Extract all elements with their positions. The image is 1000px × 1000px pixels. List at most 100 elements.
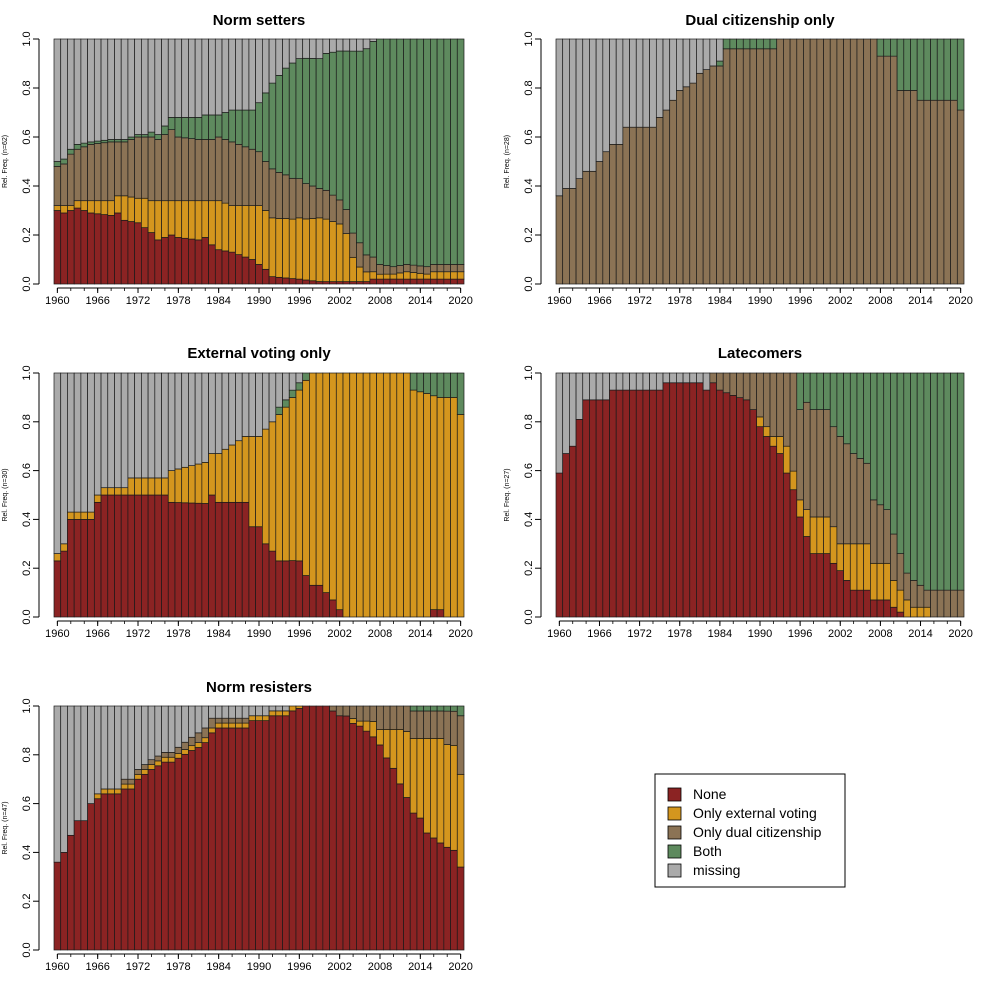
bar-dc-2001 <box>329 705 337 712</box>
bar-dc-2011 <box>896 553 905 591</box>
bar-none-2017 <box>436 609 445 618</box>
bar-none-1991 <box>262 268 270 285</box>
bar-dc-1984 <box>214 717 223 724</box>
bars <box>53 372 465 618</box>
bar-missing-1974 <box>649 38 657 128</box>
bar-none-1976 <box>161 237 169 285</box>
bar-ev-1966 <box>93 200 102 215</box>
bar-ev-1974 <box>147 477 156 496</box>
bar-none-1962 <box>569 445 577 618</box>
bar-dc-1977 <box>167 129 176 202</box>
bar-ev-1967 <box>100 487 109 496</box>
bar-missing-1960 <box>53 705 62 863</box>
bar-dc-1981 <box>696 72 704 285</box>
bar-none-1993 <box>776 453 784 618</box>
bar-missing-1975 <box>655 38 664 118</box>
bar-dc-1995 <box>789 372 798 472</box>
bar-missing-1973 <box>141 372 149 479</box>
bar-ev-2011 <box>896 589 905 613</box>
bar-missing-1966 <box>93 705 102 795</box>
bar-ev-2016 <box>430 738 438 839</box>
bar-ev-1967 <box>100 788 109 795</box>
bar-dc-2019 <box>950 99 958 285</box>
bar-dc-1969 <box>114 141 122 197</box>
bar-ev-1989 <box>248 205 256 260</box>
bar-missing-1967 <box>100 372 109 489</box>
legend: None Only external voting Only dual citize… <box>654 773 846 888</box>
bar-ev-2012 <box>403 271 411 280</box>
bar-both-1996 <box>796 372 804 410</box>
bar-none-1986 <box>729 395 737 618</box>
bar-none-1967 <box>100 793 109 951</box>
bar-ev-2015 <box>923 606 931 618</box>
bar-both-2018 <box>443 38 451 265</box>
y-tick-label: 0.0 <box>523 609 535 624</box>
bar-both-1962 <box>67 148 75 155</box>
bar-both-1968 <box>107 139 115 143</box>
bar-ev-1995 <box>288 705 297 712</box>
bar-ev-1977 <box>167 756 176 763</box>
bar-none-2003 <box>843 580 851 618</box>
y-tick-label: 0.8 <box>21 414 33 429</box>
bar-missing-1979 <box>682 372 691 384</box>
bar-missing-1971 <box>127 38 136 138</box>
y-tick-label: 1.0 <box>21 698 33 713</box>
bar-dc-1985 <box>722 48 731 285</box>
bar-dc-1987 <box>736 372 744 398</box>
bar-missing-1965 <box>87 372 95 513</box>
bar-both-2013 <box>910 38 918 91</box>
bar-missing-1993 <box>275 38 283 76</box>
bar-missing-1984 <box>716 38 724 62</box>
x-tick-label: 1984 <box>206 295 230 307</box>
bar-dc-1977 <box>167 752 176 758</box>
bar-none-2006 <box>362 281 371 285</box>
x-tick-label: 1966 <box>587 295 611 307</box>
bar-ev-1962 <box>67 205 75 211</box>
legend-label-dc: Only dual citizenship <box>693 824 822 840</box>
bar-none-1969 <box>114 494 122 618</box>
bar-dc-1961 <box>60 163 68 206</box>
bar-none-1974 <box>649 389 657 618</box>
bar-missing-2007 <box>369 38 377 42</box>
bar-both-1975 <box>154 134 162 140</box>
bar-missing-1984 <box>214 705 223 719</box>
bar-ev-2019 <box>450 744 458 851</box>
bar-both-1983 <box>208 114 216 140</box>
bar-ev-1989 <box>248 715 256 721</box>
bar-none-1987 <box>235 501 243 618</box>
bar-dc-1988 <box>241 146 250 206</box>
x-tick-label: 1984 <box>206 961 230 973</box>
bar-ev-2016 <box>430 271 438 280</box>
bar-dc-1964 <box>582 170 590 285</box>
x-tick-label: 1990 <box>247 961 271 973</box>
bar-both-2013 <box>910 372 918 581</box>
bar-missing-1978 <box>676 38 684 91</box>
bar-none-1968 <box>107 793 115 951</box>
bar-dc-1996 <box>796 409 804 501</box>
bar-missing-1991 <box>262 372 270 430</box>
y-tick-label: 0.0 <box>21 609 33 624</box>
bar-ev-1999 <box>315 372 324 586</box>
bar-both-2007 <box>870 372 878 501</box>
bar-ev-2005 <box>356 720 364 727</box>
bar-missing-1962 <box>67 372 75 513</box>
bar-both-1971 <box>127 136 136 140</box>
bar-both-2003 <box>843 372 851 445</box>
bar-dc-2011 <box>396 705 404 730</box>
bar-ev-2011 <box>396 729 404 785</box>
bar-none-1965 <box>87 519 95 618</box>
bar-none-1965 <box>589 399 597 618</box>
legend-swatch-dc <box>667 825 682 840</box>
y-tick-label: 0.2 <box>523 561 535 576</box>
bar-none-1965 <box>87 803 95 951</box>
bar-ev-2001 <box>329 372 337 601</box>
bar-none-1980 <box>689 382 697 618</box>
bar-none-2011 <box>396 278 404 285</box>
y-tick-label: 0.4 <box>523 178 535 193</box>
bar-ev-1985 <box>221 202 230 252</box>
bar-missing-1973 <box>141 705 149 765</box>
bar-both-2017 <box>436 38 445 265</box>
bar-dc-1971 <box>127 139 136 198</box>
bar-missing-1995 <box>288 38 297 64</box>
bar-dc-2019 <box>450 264 458 273</box>
